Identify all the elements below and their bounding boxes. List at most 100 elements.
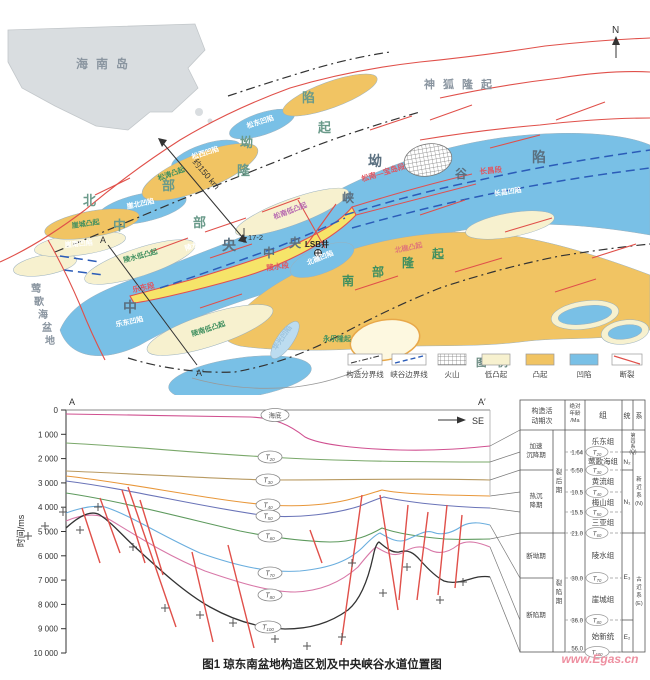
svg-text:T40: T40 bbox=[263, 503, 273, 511]
se-label: SE bbox=[472, 416, 484, 426]
section-point-a1: A′ bbox=[196, 368, 204, 378]
legend-item-0: 构造分界线 bbox=[346, 369, 384, 379]
legend-item-4: 凸起 bbox=[533, 370, 548, 379]
shelf-contour bbox=[191, 367, 363, 389]
label-songnan-baodao: 松南—宝岛凹陷 bbox=[293, 144, 342, 169]
t40-line bbox=[65, 475, 491, 507]
svg-text:始新统: 始新统 bbox=[592, 631, 615, 641]
svg-text:中: 中 bbox=[123, 299, 138, 315]
svg-text:狐: 狐 bbox=[443, 77, 455, 91]
structural-map: A A′ 约150 km N LSB井 17-2 海南岛 神狐 隆起 北部 坳陷 bbox=[0, 23, 650, 395]
svg-text:2 000: 2 000 bbox=[38, 455, 59, 464]
svg-text:15.5: 15.5 bbox=[571, 511, 583, 517]
svg-text:陷: 陷 bbox=[302, 90, 316, 105]
header-system: 系 bbox=[636, 411, 643, 420]
svg-text:裂陷期: 裂陷期 bbox=[556, 578, 563, 605]
segment-changchang: 长昌段 bbox=[479, 164, 503, 176]
svg-text:起: 起 bbox=[431, 246, 445, 261]
watermark: www.Egas.cn bbox=[562, 652, 639, 666]
well-label: LSB井 bbox=[305, 239, 329, 249]
section-faults bbox=[81, 486, 463, 649]
svg-text:陵水组: 陵水组 bbox=[592, 550, 615, 560]
svg-text:隆: 隆 bbox=[402, 255, 415, 270]
seafloor-tag: 海底 bbox=[269, 411, 283, 420]
svg-text:36.0: 36.0 bbox=[571, 619, 583, 625]
legend-item-2: 火山 bbox=[445, 369, 460, 379]
svg-text:3 000: 3 000 bbox=[38, 479, 59, 488]
svg-text:隆: 隆 bbox=[237, 163, 251, 178]
svg-text:T60: T60 bbox=[265, 534, 275, 542]
time-axis-label: 时间/ms bbox=[15, 514, 26, 547]
svg-text:黄流组: 黄流组 bbox=[592, 476, 615, 486]
svg-text:南: 南 bbox=[342, 273, 355, 288]
segment-lingshui: 陵水段 bbox=[266, 259, 290, 272]
svg-text:古近系(E): 古近系(E) bbox=[635, 575, 643, 607]
svg-text:T50: T50 bbox=[263, 514, 273, 522]
svg-text:0: 0 bbox=[54, 406, 59, 415]
t80-line bbox=[65, 514, 491, 593]
svg-text:新近系(N): 新近系(N) bbox=[635, 475, 643, 507]
seafloor-line bbox=[65, 413, 491, 451]
svg-text:30.0: 30.0 bbox=[571, 577, 583, 583]
t70-line bbox=[65, 505, 491, 572]
svg-text:梅山组: 梅山组 bbox=[592, 497, 615, 507]
section-line: A A′ bbox=[100, 235, 204, 378]
svg-text:北: 北 bbox=[83, 193, 97, 208]
svg-text:N₂: N₂ bbox=[623, 459, 631, 466]
svg-text:三亚组: 三亚组 bbox=[592, 517, 615, 527]
svg-text:中: 中 bbox=[113, 218, 127, 233]
svg-text:地: 地 bbox=[45, 334, 56, 347]
legend-item-5: 凹陷 bbox=[577, 369, 592, 379]
svg-text:谷: 谷 bbox=[455, 166, 468, 181]
island-label: 海南岛 bbox=[76, 56, 136, 71]
svg-text:海: 海 bbox=[38, 308, 49, 321]
svg-text:T70: T70 bbox=[593, 576, 602, 583]
svg-text:隆: 隆 bbox=[462, 77, 474, 91]
svg-text:T50: T50 bbox=[593, 510, 602, 517]
svg-text:歌: 歌 bbox=[34, 295, 45, 308]
svg-text:神: 神 bbox=[424, 77, 436, 91]
north-label: N bbox=[612, 25, 619, 36]
header-formation: 组 bbox=[599, 410, 607, 420]
svg-text:9 000: 9 000 bbox=[38, 625, 59, 634]
svg-text:崖城组: 崖城组 bbox=[592, 594, 615, 604]
svg-text:T30: T30 bbox=[593, 468, 602, 475]
north-arrow: N bbox=[612, 25, 620, 58]
svg-text:E₂: E₂ bbox=[624, 634, 631, 641]
volcano-patch bbox=[403, 143, 453, 177]
svg-text:N₁: N₁ bbox=[624, 499, 632, 506]
svg-text:部: 部 bbox=[193, 215, 207, 230]
svg-text:T80: T80 bbox=[593, 618, 602, 625]
fault-lines bbox=[0, 37, 650, 361]
svg-text:莺: 莺 bbox=[31, 282, 42, 295]
svg-text:T40: T40 bbox=[593, 490, 602, 497]
svg-text:56.0: 56.0 bbox=[571, 647, 583, 653]
header-series: 统 bbox=[624, 411, 631, 420]
svg-text:央: 央 bbox=[289, 235, 302, 250]
svg-text:7 000: 7 000 bbox=[38, 576, 59, 585]
svg-text:5 000: 5 000 bbox=[38, 528, 59, 537]
svg-text:起: 起 bbox=[317, 120, 332, 135]
svg-text:加速沉降期: 加速沉降期 bbox=[526, 441, 546, 459]
se-direction: SE bbox=[438, 416, 484, 426]
legend-item-6: 断裂 bbox=[620, 369, 635, 379]
svg-text:部: 部 bbox=[162, 178, 176, 193]
svg-text:坳: 坳 bbox=[240, 135, 254, 150]
svg-text:6 000: 6 000 bbox=[38, 552, 59, 561]
svg-text:4 000: 4 000 bbox=[38, 503, 59, 512]
svg-text:T60: T60 bbox=[593, 531, 602, 538]
canyon-boundary-lines bbox=[59, 149, 650, 289]
central-canyon-body bbox=[129, 173, 477, 304]
svg-text:绝对年龄/Ma: 绝对年龄/Ma bbox=[569, 402, 581, 424]
svg-text:盆: 盆 bbox=[41, 321, 53, 334]
svg-text:T30: T30 bbox=[263, 478, 273, 486]
svg-text:央: 央 bbox=[222, 237, 237, 253]
svg-text:T20: T20 bbox=[265, 455, 275, 463]
svg-text:T100: T100 bbox=[262, 625, 274, 633]
svg-text:第四系(Q): 第四系(Q) bbox=[629, 432, 637, 456]
svg-text:部: 部 bbox=[372, 264, 385, 279]
tectonic-boundary-lines bbox=[54, 51, 650, 373]
gasfield-marker: 17-2 bbox=[241, 228, 263, 243]
